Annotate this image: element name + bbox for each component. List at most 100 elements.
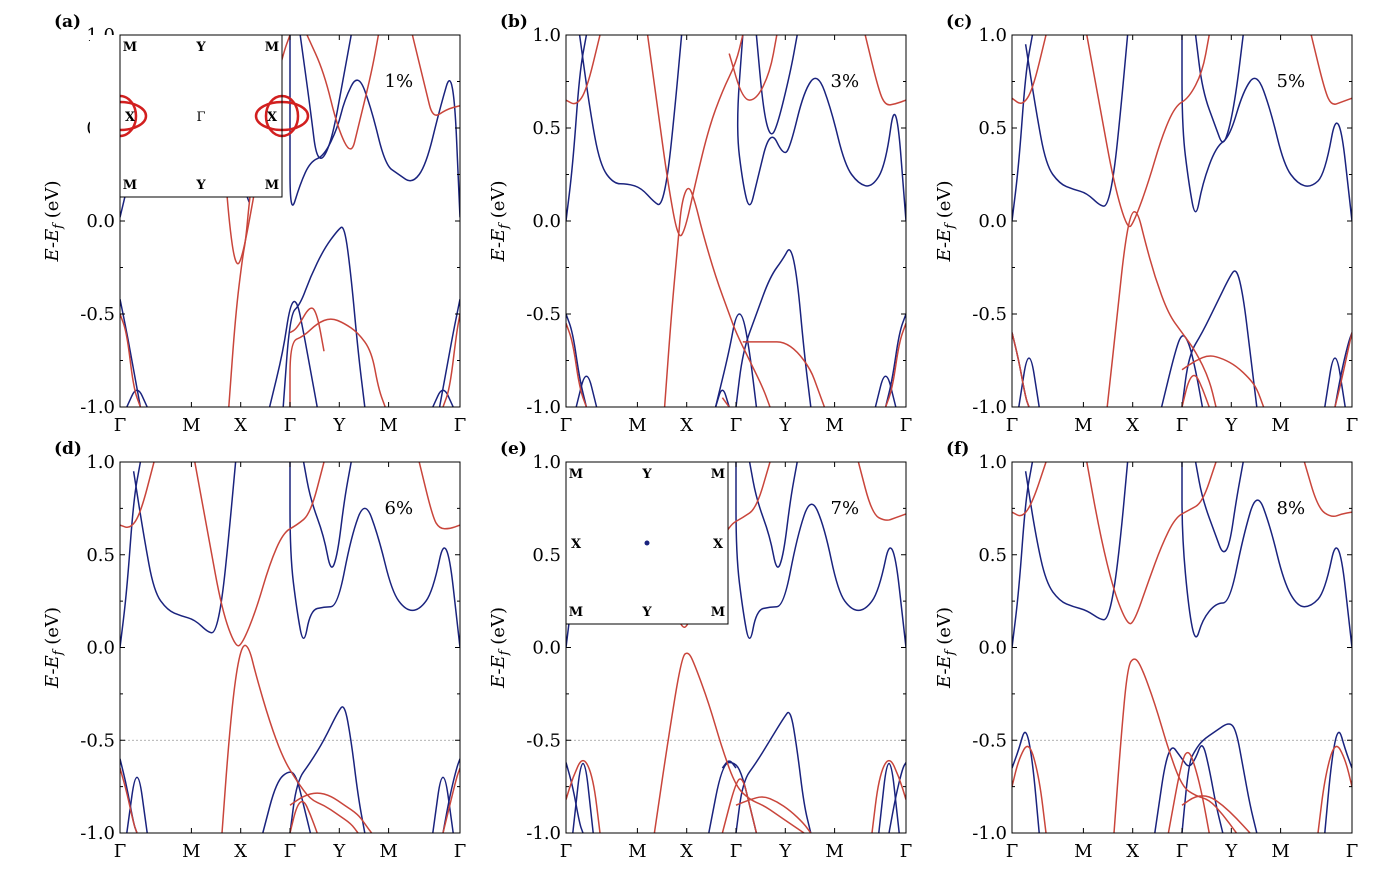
band-spin-up-8 bbox=[888, 762, 906, 833]
inset-kpoint-label: M bbox=[265, 40, 279, 55]
x-tick-label: Γ bbox=[284, 415, 297, 436]
band-spin-down-15 bbox=[411, 35, 460, 116]
band-spin-up-5 bbox=[1160, 334, 1204, 407]
y-tick-label: 1.0 bbox=[978, 25, 1007, 46]
band-spin-down-11 bbox=[1167, 751, 1210, 833]
band-spin-up-3 bbox=[302, 462, 352, 568]
y-tick-label: 1.0 bbox=[86, 452, 115, 473]
band-spin-down-13 bbox=[1181, 374, 1210, 407]
x-tick-label: X bbox=[680, 841, 693, 862]
band-spin-up-2 bbox=[736, 35, 906, 222]
band-spin-down-11 bbox=[194, 462, 325, 647]
strain-label: 1% bbox=[385, 71, 414, 92]
band-spin-up-4 bbox=[289, 706, 366, 833]
y-tick-label: 0.0 bbox=[978, 211, 1007, 232]
band-spin-down-10 bbox=[1106, 210, 1217, 407]
inset-kpoint-label: X bbox=[571, 537, 582, 552]
panel-label: (a) bbox=[54, 12, 81, 32]
y-tick-label: 0.0 bbox=[86, 638, 115, 659]
y-axis-label: E-Ef (eV) bbox=[934, 607, 958, 689]
inset-kpoint-label: M bbox=[711, 467, 725, 482]
band-spin-up-6 bbox=[572, 762, 594, 833]
band-spin-up-7 bbox=[126, 389, 148, 407]
inset-kpoint-label: M bbox=[265, 178, 279, 193]
band-spin-up-2 bbox=[1181, 35, 1352, 222]
x-tick-label: Γ bbox=[114, 415, 127, 436]
strain-label: 3% bbox=[831, 71, 860, 92]
y-tick-label: -1.0 bbox=[80, 823, 115, 844]
band-spin-down-13 bbox=[721, 778, 758, 833]
band-spin-down-17 bbox=[442, 767, 460, 833]
band-spin-up-6 bbox=[566, 313, 588, 407]
x-tick-label: M bbox=[1074, 841, 1092, 862]
band-spin-down-12 bbox=[1303, 462, 1352, 518]
panel-label: (f) bbox=[946, 439, 969, 459]
x-tick-label: Γ bbox=[1006, 415, 1019, 436]
x-tick-label: M bbox=[825, 841, 843, 862]
band-spin-down-13 bbox=[289, 307, 325, 352]
inset-kpoint-label: M bbox=[569, 605, 583, 620]
band-spin-up-3 bbox=[1194, 462, 1244, 553]
band-spin-up-7 bbox=[1018, 357, 1040, 407]
y-tick-label: 0.5 bbox=[532, 545, 561, 566]
band-spin-down-8 bbox=[1113, 658, 1238, 833]
panel-b: Γ M X Γ Y M Γ 1.0 0.5 0.0 -0.5 -1.0 E-Ef (eV) (b) 3% bbox=[488, 12, 912, 436]
y-tick-label: -0.5 bbox=[526, 304, 561, 325]
band-spin-up-3 bbox=[299, 35, 352, 159]
band-spin-down-15 bbox=[1317, 745, 1352, 833]
y-tick-label: -0.5 bbox=[80, 304, 115, 325]
band-spin-up-7 bbox=[1324, 731, 1352, 833]
y-axis-label: E-Ef (eV) bbox=[488, 181, 512, 263]
band-spin-down-12 bbox=[1181, 355, 1265, 407]
x-tick-label: X bbox=[234, 415, 247, 436]
strain-label: 7% bbox=[831, 498, 860, 519]
x-tick-label: X bbox=[1126, 841, 1139, 862]
y-tick-label: -1.0 bbox=[972, 397, 1007, 418]
x-tick-label: Γ bbox=[454, 415, 467, 436]
x-tick-label: Γ bbox=[730, 415, 743, 436]
band-spin-up-8 bbox=[874, 375, 897, 407]
band-spin-up-5 bbox=[262, 771, 312, 833]
strain-label: 5% bbox=[1277, 71, 1306, 92]
band-spin-up-7 bbox=[575, 375, 598, 407]
band-spin-up-1 bbox=[578, 35, 683, 206]
band-spin-up-5 bbox=[566, 762, 584, 833]
y-tick-label: 0.5 bbox=[532, 118, 561, 139]
band-spin-down-13 bbox=[289, 800, 318, 833]
x-tick-label: M bbox=[1271, 841, 1289, 862]
x-tick-label: Y bbox=[332, 841, 346, 862]
inset-kpoint-label: X bbox=[267, 110, 278, 125]
band-spin-down-14 bbox=[1012, 745, 1047, 833]
x-tick-label: M bbox=[182, 415, 200, 436]
band-spin-up-1 bbox=[1024, 35, 1129, 207]
inset-kpoint-label: M bbox=[123, 178, 137, 193]
x-tick-label: Γ bbox=[114, 841, 127, 862]
band-spin-down-16 bbox=[120, 767, 138, 833]
x-tick-label: Γ bbox=[900, 415, 913, 436]
inset-kpoint-label: Γ bbox=[196, 110, 205, 125]
x-tick-label: Γ bbox=[1346, 415, 1359, 436]
y-tick-label: 1.0 bbox=[978, 452, 1007, 473]
band-spin-up-2 bbox=[289, 35, 460, 218]
band-spin-up-6 bbox=[1012, 731, 1040, 833]
band-spin-down-13 bbox=[1012, 462, 1047, 517]
band-spin-up-4 bbox=[1181, 270, 1258, 407]
band-spin-up-8 bbox=[1324, 357, 1346, 407]
x-tick-label: Γ bbox=[284, 841, 297, 862]
inset-kpoint-label: M bbox=[123, 40, 137, 55]
panel-label: (e) bbox=[500, 439, 527, 459]
band-spin-up-5 bbox=[1154, 745, 1224, 833]
x-tick-label: X bbox=[234, 841, 247, 862]
x-tick-label: Γ bbox=[1176, 415, 1189, 436]
band-spin-down-10 bbox=[653, 652, 805, 833]
band-spin-up-1 bbox=[132, 462, 237, 634]
inset-kpoint-label: Y bbox=[195, 178, 206, 193]
band-spin-up-2 bbox=[1181, 462, 1352, 648]
x-tick-label: Γ bbox=[454, 841, 467, 862]
y-axis-label: E-Ef (eV) bbox=[42, 181, 66, 263]
band-spin-up-8 bbox=[432, 776, 454, 833]
band-spin-up-2 bbox=[289, 462, 460, 648]
y-tick-label: -1.0 bbox=[80, 397, 115, 418]
